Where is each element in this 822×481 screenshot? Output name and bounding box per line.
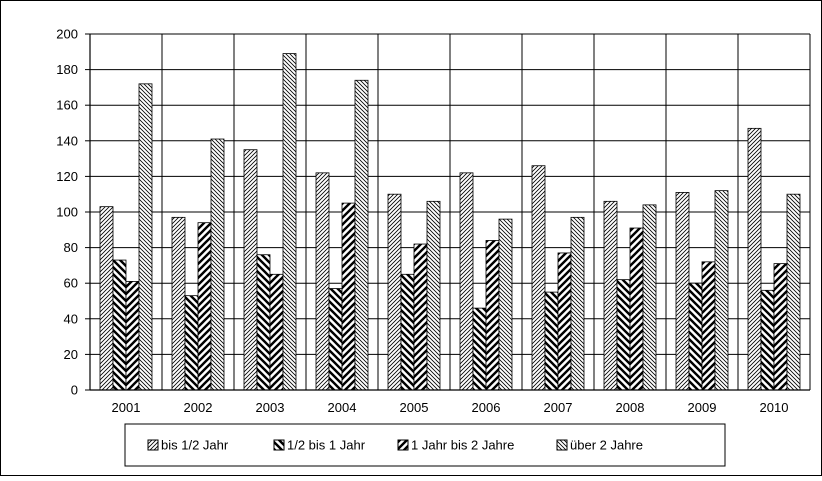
bar <box>747 127 762 391</box>
y-tick-label: 160 <box>56 98 78 113</box>
legend-label: 1 Jahr bis 2 Jahre <box>411 438 514 453</box>
bar <box>459 172 474 391</box>
bar <box>387 193 402 391</box>
bar <box>125 281 140 391</box>
y-tick-label: 200 <box>56 27 78 42</box>
x-tick-label: 2010 <box>760 400 789 415</box>
legend-swatch <box>556 439 568 451</box>
legend-swatch <box>397 439 409 451</box>
y-tick-label: 80 <box>64 240 78 255</box>
bar <box>99 206 114 391</box>
x-tick-label: 2001 <box>112 400 141 415</box>
bar <box>760 289 775 391</box>
y-tick-label: 180 <box>56 62 78 77</box>
bars-layer <box>99 53 801 391</box>
bar <box>413 243 428 391</box>
bar <box>557 252 572 391</box>
legend: bis 1/2 Jahr 1/2 bis 1 Jahr 1 Jahr bis 2 J… <box>124 423 726 467</box>
legend-label: bis 1/2 Jahr <box>161 438 229 453</box>
bar <box>616 279 631 391</box>
bar <box>210 138 225 391</box>
x-tick-label: 2008 <box>616 400 645 415</box>
bar <box>243 149 258 391</box>
legend-swatch <box>273 439 285 451</box>
bar <box>256 254 271 391</box>
y-tick-label: 0 <box>71 383 78 398</box>
legend-label: 1/2 bis 1 Jahr <box>287 438 366 453</box>
bar <box>544 291 559 391</box>
bar <box>171 216 186 391</box>
legend-swatch <box>147 439 159 451</box>
bar <box>328 288 343 391</box>
x-tick-label: 2002 <box>184 400 213 415</box>
y-tick-label: 20 <box>64 347 78 362</box>
bar <box>282 53 297 391</box>
bar <box>269 273 284 391</box>
bar <box>315 172 330 391</box>
bar <box>714 190 729 391</box>
legend-label: über 2 Jahre <box>570 438 643 453</box>
x-tick-label: 2006 <box>472 400 501 415</box>
y-tick-label: 100 <box>56 205 78 220</box>
bar <box>341 202 356 391</box>
y-tick-label: 120 <box>56 169 78 184</box>
bar <box>354 79 369 391</box>
bar <box>570 216 585 391</box>
bar <box>701 261 716 391</box>
axis-layer: 2001 2002 2003 2004 2005 2006 2007 2008 2009 2010… <box>56 27 810 415</box>
bar <box>498 218 513 391</box>
y-tick-label: 60 <box>64 276 78 291</box>
bar <box>184 295 199 391</box>
x-tick-label: 2007 <box>544 400 573 415</box>
bar <box>485 240 500 391</box>
bar <box>197 222 212 391</box>
y-tick-label: 140 <box>56 133 78 148</box>
y-tick-label: 40 <box>64 311 78 326</box>
bar <box>629 227 644 391</box>
legend-frame <box>124 423 726 467</box>
bar <box>603 200 618 391</box>
bar <box>531 165 546 391</box>
bar <box>773 263 788 391</box>
bar <box>688 282 703 391</box>
x-tick-label: 2005 <box>400 400 429 415</box>
bar <box>400 273 415 391</box>
x-tick-label: 2004 <box>328 400 357 415</box>
bar <box>112 259 127 391</box>
bar <box>426 200 441 391</box>
x-tick-label: 2003 <box>256 400 285 415</box>
bar <box>786 193 801 391</box>
bar <box>138 83 153 391</box>
bar <box>642 204 657 391</box>
bar <box>675 192 690 391</box>
bar <box>472 307 487 391</box>
x-tick-label: 2009 <box>688 400 717 415</box>
